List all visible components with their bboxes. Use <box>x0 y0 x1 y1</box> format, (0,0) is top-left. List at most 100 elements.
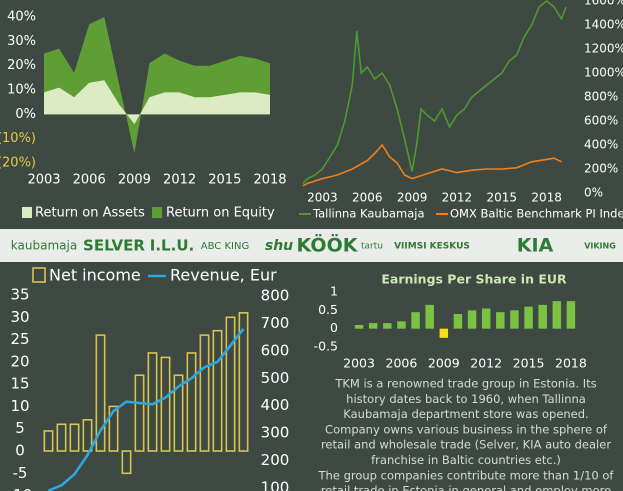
legend-label: Return on Equity <box>166 206 275 221</box>
y-tick-label: 0 <box>330 320 338 335</box>
x-tick-label: 2018 <box>531 191 562 205</box>
y-tick-label: -0.5 <box>314 339 338 354</box>
x-tick-label: 2003 <box>27 173 60 188</box>
bar <box>524 306 533 329</box>
bar <box>566 301 576 329</box>
y-tick-label: 800% <box>584 90 618 104</box>
description-line: Company owns various business in the sph… <box>325 422 608 436</box>
logo: VIKING <box>584 242 616 251</box>
bar <box>173 374 184 452</box>
x-tick-label: 2012 <box>442 191 473 205</box>
legend-label: Net income <box>49 266 141 285</box>
bar <box>538 304 547 329</box>
line <box>302 0 567 184</box>
y-tick-label: 10 <box>10 397 29 415</box>
y-tick-label: 0 <box>15 442 25 460</box>
x-tick-label: 2009 <box>118 173 151 188</box>
bar <box>383 323 392 329</box>
description-line: TKM is a renowned trade group in Estonia… <box>334 377 596 391</box>
y-tick-label: 1 <box>330 284 338 299</box>
x-tick-label: 2003 <box>343 356 375 371</box>
logo: kaubamaja <box>11 239 77 253</box>
bar <box>56 423 67 452</box>
logo: VIIMSI KESKUS <box>394 242 470 252</box>
x-tick-label: 2018 <box>253 173 286 188</box>
y-tick-label: (20%) <box>0 156 36 171</box>
bar <box>481 308 491 329</box>
x-tick-label: 2012 <box>470 356 502 371</box>
legend-label: OMX Baltic Benchmark PI Index <box>450 207 623 221</box>
bar <box>186 352 197 452</box>
y-tick-label: 600 <box>261 341 290 359</box>
x-tick-label: 2003 <box>307 191 338 205</box>
legend-swatch <box>152 207 162 218</box>
y-tick-label: -10 <box>8 486 33 491</box>
line <box>302 143 562 187</box>
x-tick-label: 2015 <box>513 356 545 371</box>
x-tick-label: 2015 <box>208 173 241 188</box>
bar <box>425 304 434 329</box>
y-tick-label: 25 <box>10 330 29 348</box>
legend-label: Revenue, Eur <box>170 266 277 285</box>
y-tick-label: -5 <box>13 464 28 482</box>
description-line: retail and wholesale trade (Selver, KIA … <box>321 438 611 452</box>
description-line: history dates back to 1960, when Tallinn… <box>346 392 586 406</box>
logo: I.L.U. <box>150 237 194 255</box>
x-tick-label: 2006 <box>386 356 418 371</box>
legend-swatch <box>22 207 32 218</box>
y-tick-label: 30% <box>7 34 36 49</box>
bar <box>368 323 378 329</box>
bar <box>95 334 106 452</box>
bar <box>467 310 477 329</box>
bar <box>160 356 171 452</box>
y-tick-label: 600% <box>584 114 618 128</box>
description-line: Kaubamaja department store was opened. <box>343 407 588 421</box>
y-tick-label: 20% <box>7 58 36 73</box>
x-tick-label: 2018 <box>555 356 587 371</box>
y-tick-label: 30 <box>10 308 29 326</box>
bar <box>225 316 236 452</box>
y-tick-label: 0% <box>584 186 603 200</box>
area <box>44 80 270 125</box>
y-tick-label: (10%) <box>0 131 36 146</box>
bar <box>552 301 562 329</box>
logo: KÖÖK <box>297 233 359 257</box>
bar <box>439 328 449 338</box>
area <box>44 17 270 154</box>
description-line: The group companies contribute more than… <box>318 468 615 482</box>
y-tick-label: 20 <box>10 352 29 370</box>
logo-band <box>0 229 623 262</box>
x-tick-label: 2009 <box>397 191 428 205</box>
bar <box>43 430 54 452</box>
logo: tartu <box>361 242 383 252</box>
x-tick-label: 2012 <box>163 173 196 188</box>
bar <box>212 329 223 452</box>
y-tick-label: 35 <box>10 286 29 304</box>
y-tick-label: 800 <box>261 287 290 305</box>
line <box>48 328 245 491</box>
description-line: retail trade in Estonia in general and e… <box>321 484 611 491</box>
y-tick-label: 1600% <box>584 0 623 8</box>
bar <box>510 310 519 329</box>
bar <box>108 405 119 452</box>
x-tick-label: 2015 <box>486 191 517 205</box>
chart-title: Earnings Per Share in EUR <box>381 272 567 287</box>
y-tick-label: 200% <box>584 162 618 176</box>
logo: shu <box>265 238 293 254</box>
y-tick-label: 0% <box>15 107 36 122</box>
y-tick-label: 400% <box>584 138 618 152</box>
y-tick-label: 400 <box>261 396 290 414</box>
y-tick-label: 500 <box>261 369 290 387</box>
bar <box>496 312 505 329</box>
bar <box>397 321 406 329</box>
y-tick-label: 1000% <box>584 66 623 80</box>
y-tick-label: 5 <box>15 419 25 437</box>
y-tick-label: 700 <box>261 314 290 332</box>
y-tick-label: 200 <box>261 451 290 469</box>
y-tick-label: 300 <box>261 424 290 442</box>
y-tick-label: 10% <box>7 83 36 98</box>
bar <box>238 312 249 452</box>
x-tick-label: 2006 <box>73 173 106 188</box>
